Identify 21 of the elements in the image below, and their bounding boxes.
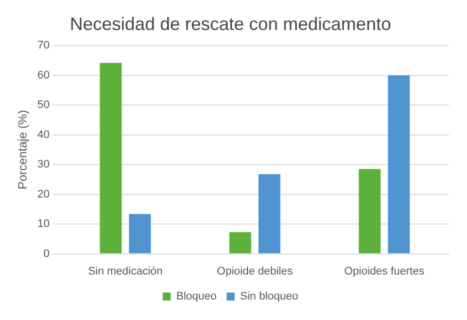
chart-title: Necesidad de rescate con medicamento [70, 14, 392, 34]
y-tick-label: 30 [37, 158, 50, 171]
bar [100, 62, 122, 254]
y-tick-label: 70 [37, 40, 50, 52]
x-tick-label: Opioide debiles [216, 265, 294, 278]
bar [258, 174, 280, 254]
y-tick-label: 50 [37, 99, 50, 112]
x-tick-label: Sin medicación [88, 265, 163, 278]
y-axis-title: Porcentaje (%) [16, 110, 30, 190]
legend-label: Sin bloqueo [240, 290, 298, 303]
legend-label: Bloqueo [176, 290, 217, 303]
y-tick-label: 0 [44, 248, 50, 260]
y-tick-label: 20 [37, 188, 50, 200]
bar [358, 169, 381, 254]
y-tick-label: 40 [37, 128, 50, 141]
x-tick-label: Opioides fuertes [344, 265, 425, 278]
bar [129, 214, 151, 254]
y-tick-label: 60 [37, 69, 50, 82]
y-tick-label: 10 [37, 218, 50, 230]
bar [388, 75, 410, 254]
bar [229, 232, 252, 254]
